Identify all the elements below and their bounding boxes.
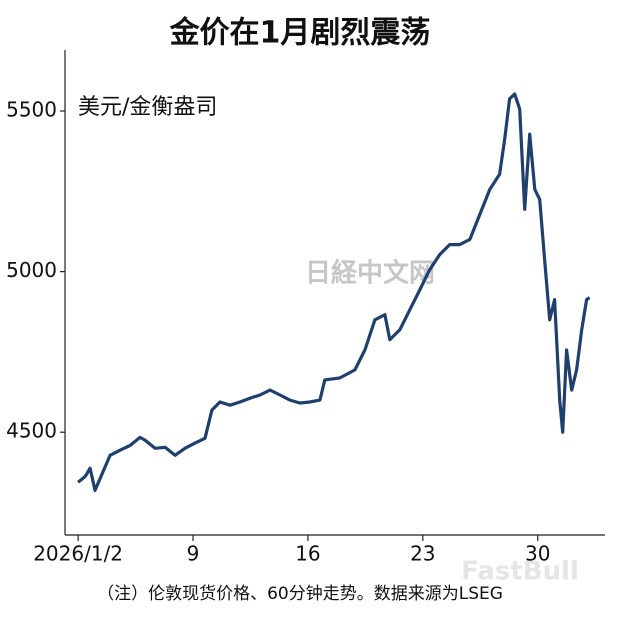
price-line <box>77 92 591 492</box>
footnote: （注）伦敦现货价格、60分钟走势。数据来源为LSEG <box>97 584 503 604</box>
y-tick-label: 5500 <box>6 98 57 122</box>
watermark: FastBull <box>461 557 579 587</box>
unit-label: 美元/金衡盎司 <box>78 95 217 120</box>
x-tick-label: 9 <box>187 542 200 566</box>
x-tick-label: 16 <box>295 542 320 566</box>
y-tick-label: 5000 <box>6 258 57 282</box>
x-tick-label: 30 <box>525 542 550 566</box>
watermark: 日経中文网 <box>305 258 435 289</box>
chart-title: 金价在1月剧烈震荡 <box>169 16 431 51</box>
x-tick-label: 23 <box>410 542 435 566</box>
x-tick-label: 2026/1/2 <box>33 542 123 566</box>
y-tick-label: 4500 <box>6 419 57 443</box>
